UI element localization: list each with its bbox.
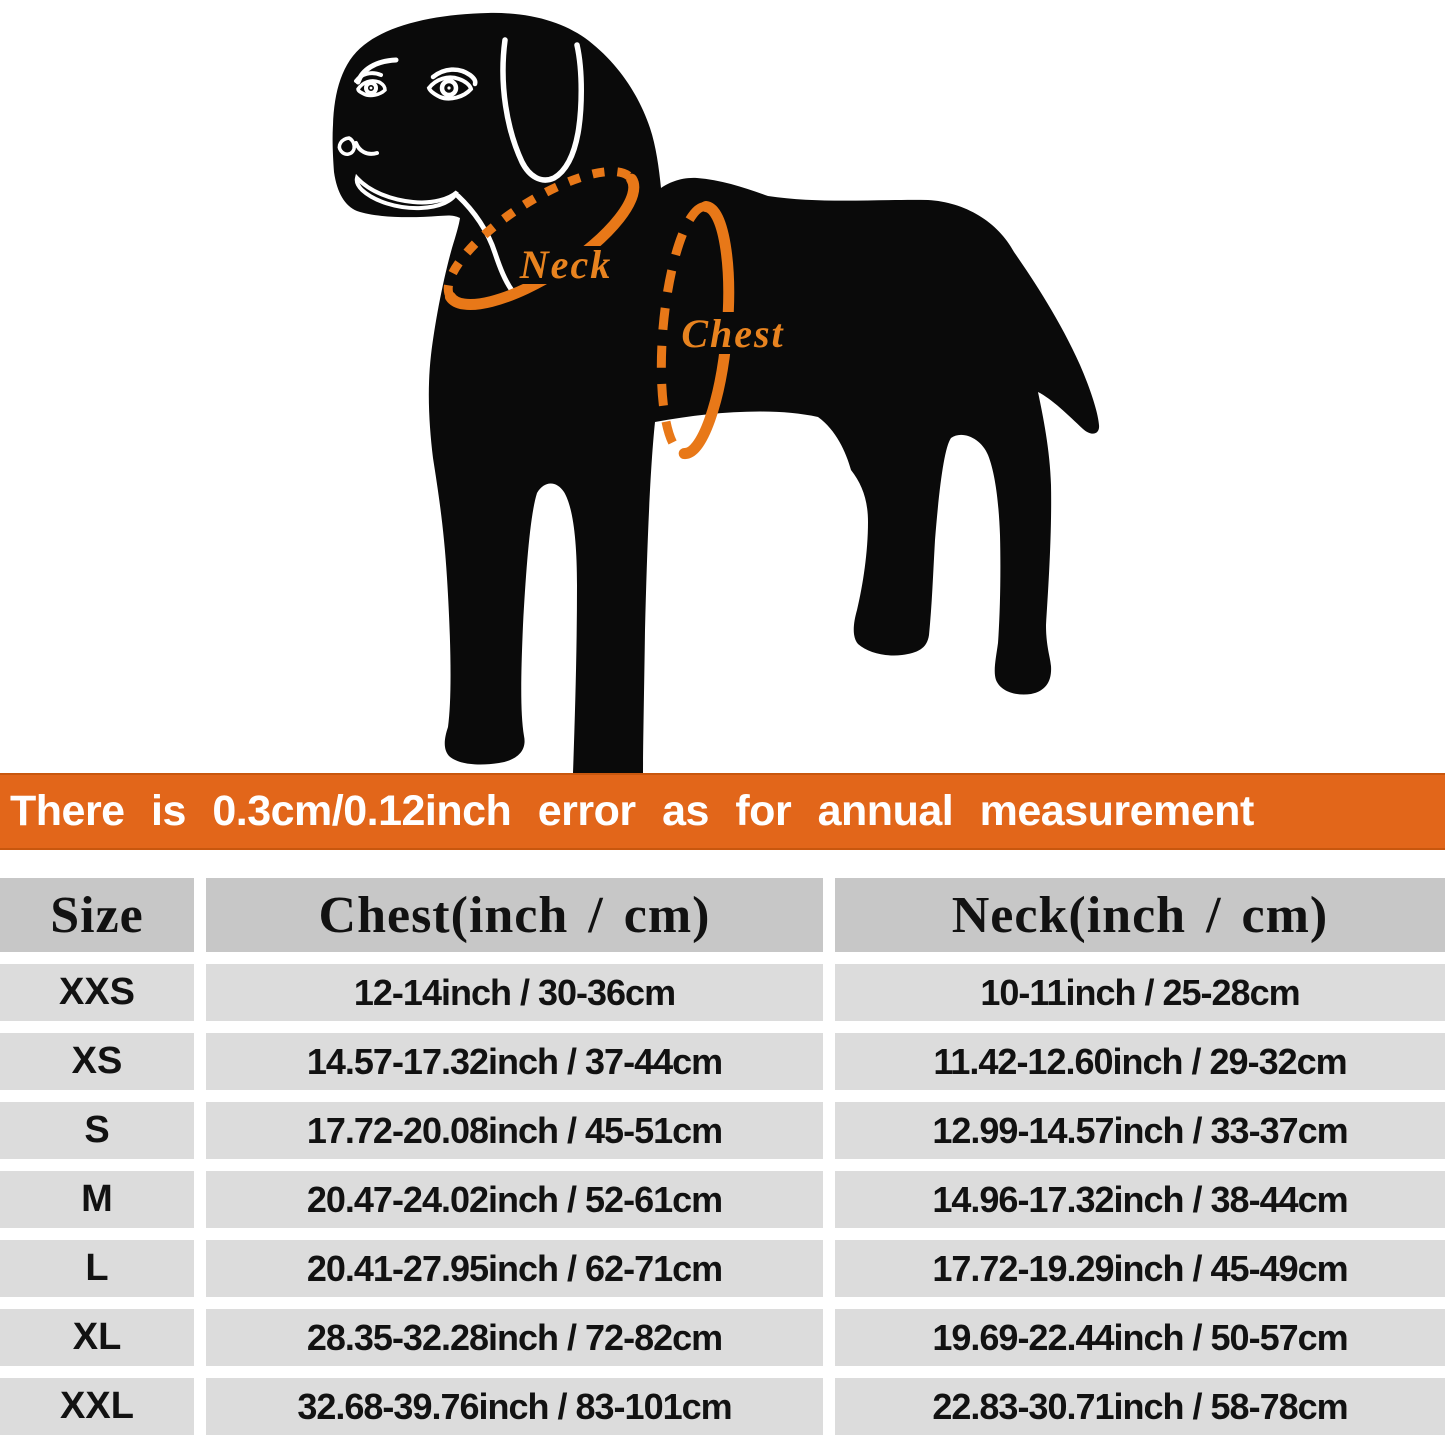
- ear-outline: [500, 37, 584, 183]
- size-cell: XL: [0, 1309, 194, 1366]
- far-eye-outline: [356, 79, 387, 98]
- tolerance-banner: There is 0.3cm/0.12inch error as for ann…: [0, 773, 1445, 850]
- neck-label-backing: [516, 246, 616, 284]
- near-eyebrow: [430, 67, 478, 87]
- nose-crease: [354, 141, 379, 156]
- neck-column-header: Neck(inch / cm): [835, 878, 1445, 952]
- chest-ellipse-dashed-arc: [656, 201, 707, 459]
- neck-cell: 17.72-19.29inch / 45-49cm: [835, 1240, 1445, 1297]
- size-cell: XXS: [0, 964, 194, 1021]
- chest-cell: 20.41-27.95inch / 62-71cm: [206, 1240, 823, 1297]
- measurement-diagram: Neck Chest: [332, 12, 1100, 773]
- neck-cell: 14.96-17.32inch / 38-44cm: [835, 1171, 1445, 1228]
- chest-cell: 12-14inch / 30-36cm: [206, 964, 823, 1021]
- dog-measurement-svg: Neck Chest: [332, 12, 1100, 773]
- chest-label-backing: [676, 312, 790, 354]
- neck-label: Neck: [519, 242, 612, 287]
- chest-column-header: Chest(inch / cm): [206, 878, 823, 952]
- chest-cell: 32.68-39.76inch / 83-101cm: [206, 1378, 823, 1435]
- size-cell: XXL: [0, 1378, 194, 1435]
- size-column-header: Size: [0, 878, 194, 952]
- chest-cell: 14.57-17.32inch / 37-44cm: [206, 1033, 823, 1090]
- chest-cell: 17.72-20.08inch / 45-51cm: [206, 1102, 823, 1159]
- mouth-outline: [354, 173, 459, 211]
- neck-cell: 11.42-12.60inch / 29-32cm: [835, 1033, 1445, 1090]
- neck-cell: 12.99-14.57inch / 33-37cm: [835, 1102, 1445, 1159]
- throat-crease: [455, 193, 516, 295]
- chest-cell: 20.47-24.02inch / 52-61cm: [206, 1171, 823, 1228]
- neck-cell: 19.69-22.44inch / 50-57cm: [835, 1309, 1445, 1366]
- tolerance-banner-text: There is 0.3cm/0.12inch error as for ann…: [10, 787, 1254, 835]
- size-cell: L: [0, 1240, 194, 1297]
- nostril: [337, 136, 356, 156]
- neck-cell: 10-11inch / 25-28cm: [835, 964, 1445, 1021]
- size-cell: S: [0, 1102, 194, 1159]
- size-cell: M: [0, 1171, 194, 1228]
- far-eyebrow: [354, 71, 383, 83]
- near-eye-outline: [426, 75, 474, 101]
- size-cell: XS: [0, 1033, 194, 1090]
- dog-face-details: [337, 37, 584, 295]
- size-table: Size Chest(inch / cm) Neck(inch / cm) XX…: [0, 878, 1445, 1435]
- chest-cell: 28.35-32.28inch / 72-82cm: [206, 1309, 823, 1366]
- neck-cell: 22.83-30.71inch / 58-78cm: [835, 1378, 1445, 1435]
- chest-label: Chest: [681, 311, 784, 356]
- far-eye-highlight: [369, 86, 373, 90]
- near-eye-highlight: [447, 86, 451, 90]
